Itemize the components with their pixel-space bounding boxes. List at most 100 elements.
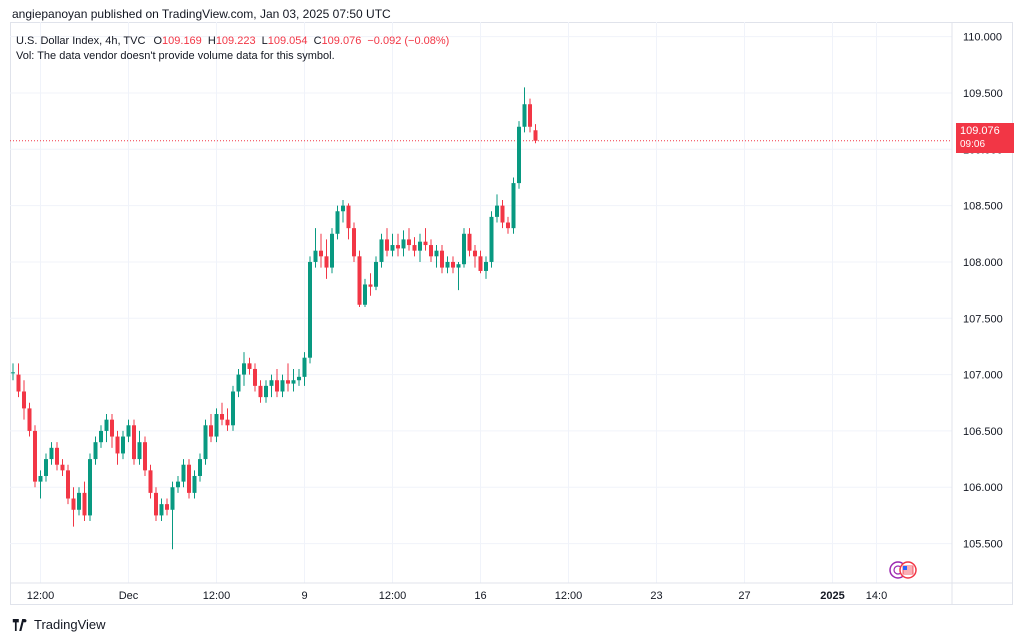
candle-body: [77, 492, 81, 510]
candle: [159, 498, 164, 522]
candle-body: [495, 205, 499, 217]
candle: [445, 256, 450, 274]
candle: [170, 481, 175, 550]
candle: [33, 425, 37, 488]
candle: [473, 245, 477, 268]
candle-body: [253, 368, 257, 386]
candle: [236, 368, 241, 398]
candle-body: [533, 130, 538, 141]
candle-body: [269, 380, 274, 386]
candle: [110, 414, 114, 448]
candle: [451, 256, 455, 274]
candle: [434, 245, 439, 268]
candle: [522, 87, 527, 133]
candle-body: [297, 376, 301, 381]
candle-body: [308, 261, 312, 358]
last-price-value: 109.076: [960, 125, 1000, 137]
legend-change-value: −0.092 (−0.08%): [367, 35, 450, 47]
candle: [275, 368, 279, 398]
legend-symbol[interactable]: U.S. Dollar Index, 4h, TVC: [16, 35, 146, 47]
candle-body: [181, 464, 186, 482]
candle-body: [341, 205, 345, 212]
candle: [517, 121, 521, 189]
candle-body: [412, 245, 417, 251]
candle: [203, 419, 208, 465]
candle-body: [324, 256, 329, 268]
candle: [71, 487, 76, 527]
candle: [66, 464, 70, 505]
candle: [308, 256, 312, 364]
candle-body: [506, 222, 510, 229]
tradingview-brand[interactable]: TradingView: [12, 617, 106, 632]
candle: [154, 487, 158, 522]
candle: [93, 436, 98, 465]
chart-frame: [10, 22, 1013, 605]
candle-body: [33, 430, 37, 482]
candle-body: [517, 126, 521, 184]
candle-body: [346, 205, 351, 229]
legend-low-value: 109.054: [267, 35, 308, 47]
candle: [484, 256, 488, 279]
y-tick-label: 105.500: [963, 539, 1003, 551]
candle-body: [489, 216, 494, 262]
candle-body: [401, 239, 406, 249]
x-tick-label: 2025: [820, 590, 844, 602]
candle-body: [126, 425, 131, 437]
candle: [379, 233, 384, 268]
economic-events-icon[interactable]: [888, 560, 922, 580]
y-tick-label: 106.000: [963, 482, 1003, 494]
candle-body: [11, 372, 15, 374]
candle: [407, 228, 411, 251]
candle-body: [368, 284, 373, 287]
candle-body: [242, 363, 246, 375]
tradingview-logo-icon: [12, 618, 27, 631]
chart-legend: U.S. Dollar Index, 4h, TVC O109.169 H109…: [16, 34, 449, 64]
candle: [264, 380, 268, 403]
candle-body: [170, 487, 175, 510]
candle-body: [528, 104, 532, 127]
candle: [286, 363, 290, 392]
candle: [341, 199, 345, 223]
candle-body: [192, 475, 197, 493]
candle: [462, 228, 466, 268]
candle-body: [286, 380, 290, 384]
candle: [297, 368, 301, 386]
candle: [209, 414, 213, 443]
candle: [60, 459, 65, 476]
candle-body: [302, 357, 307, 377]
candle: [121, 430, 125, 460]
candle: [242, 352, 246, 386]
candle: [225, 408, 230, 431]
x-tick-label: 9: [301, 590, 307, 602]
legend-volume-note: Vol: The data vendor doesn't provide vol…: [16, 50, 335, 62]
candle-body: [154, 492, 158, 516]
last-price-badge: 109.076 09:06: [956, 123, 1014, 153]
candle: [291, 368, 296, 392]
candle: [44, 453, 48, 482]
candle: [165, 498, 169, 516]
candle-body: [379, 239, 384, 262]
candle: [269, 374, 274, 398]
candle-body: [27, 408, 32, 431]
candle-body: [236, 374, 241, 392]
legend-close-label: C: [313, 35, 322, 47]
candle: [368, 273, 373, 296]
legend-ohlc-row: U.S. Dollar Index, 4h, TVC O109.169 H109…: [16, 34, 449, 49]
legend-open-label: O: [153, 35, 163, 47]
candle-body: [357, 256, 362, 305]
candle: [390, 233, 395, 257]
candle-body: [38, 475, 43, 482]
candle-body: [451, 261, 455, 268]
candle-body: [110, 419, 114, 437]
candle-body: [159, 504, 164, 516]
candle-body: [82, 492, 87, 516]
candle: [132, 419, 136, 465]
candle: [214, 408, 219, 443]
candle-body: [330, 233, 334, 268]
candle: [352, 222, 356, 262]
y-tick-label: 110.000: [963, 32, 1002, 44]
candle: [280, 374, 285, 398]
candle-body: [484, 261, 488, 271]
candle: [533, 124, 538, 144]
